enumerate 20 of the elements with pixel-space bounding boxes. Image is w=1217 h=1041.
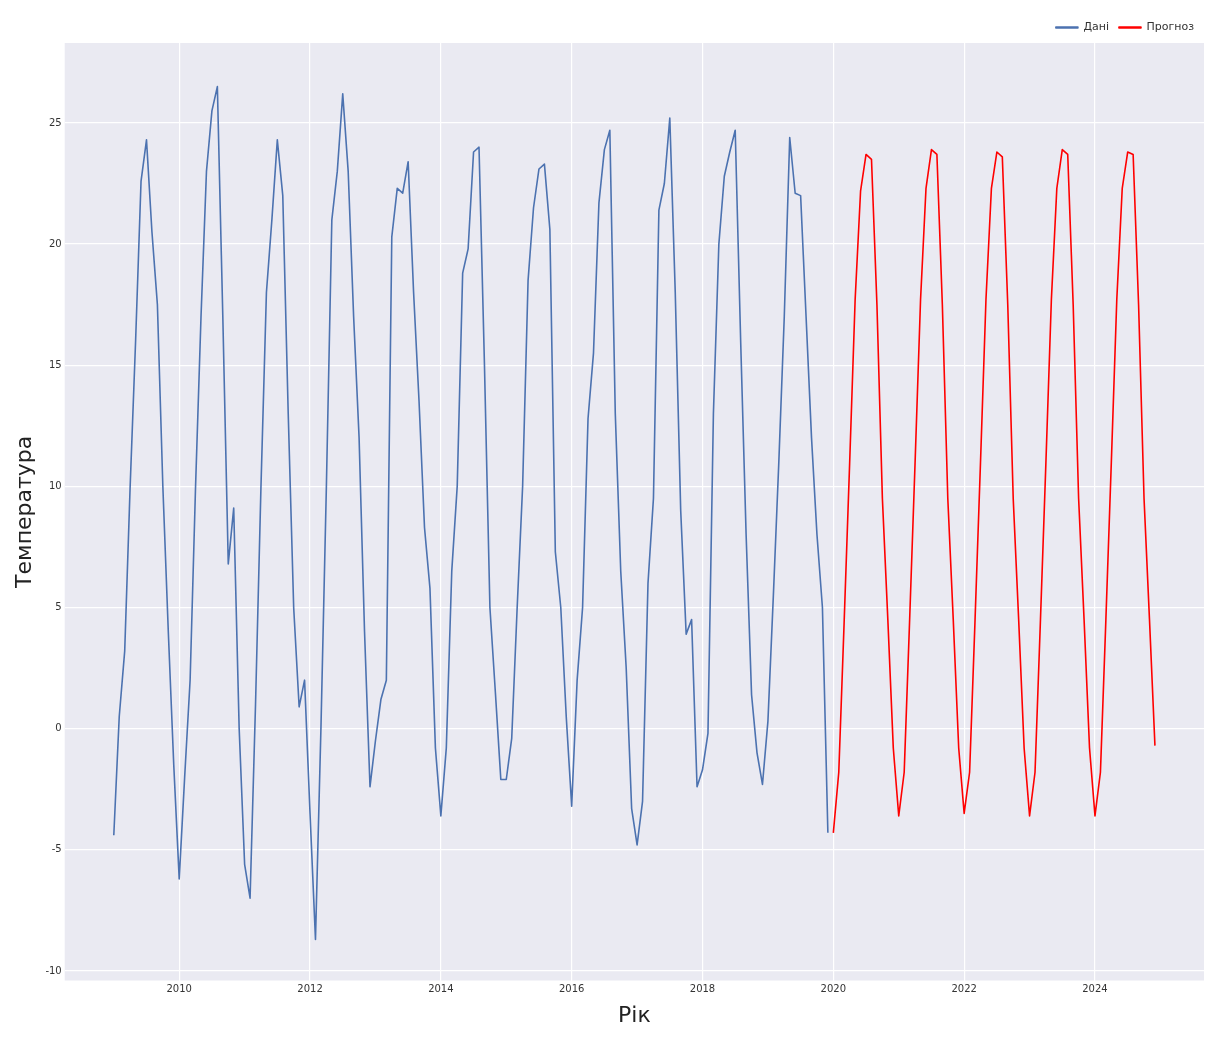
y-tick-label: 5	[55, 601, 62, 613]
y-tick-label: 15	[49, 358, 62, 370]
x-tick-label: 2018	[689, 983, 716, 995]
x-tick-label: 2016	[558, 983, 585, 995]
y-tick-label: -10	[45, 964, 62, 976]
y-tick-label: -5	[51, 843, 62, 855]
y-tick-label: 0	[55, 722, 62, 734]
x-tick-label: 2024	[1082, 983, 1108, 995]
x-tick-label: 2022	[951, 983, 977, 995]
x-tick-label: 2014	[428, 983, 454, 995]
y-tick-label: 25	[49, 116, 62, 128]
x-axis-title: Рік	[618, 1001, 651, 1027]
x-tick-label: 2012	[297, 983, 323, 995]
legend-label: Прогноз	[1146, 20, 1195, 34]
y-axis-title: Температура	[10, 435, 36, 589]
y-tick-label: 20	[49, 237, 62, 249]
legend-label: Дані	[1083, 20, 1109, 34]
x-tick-label: 2020	[820, 983, 847, 995]
x-tick-label: 2010	[166, 983, 192, 995]
y-tick-label: 10	[49, 479, 62, 491]
